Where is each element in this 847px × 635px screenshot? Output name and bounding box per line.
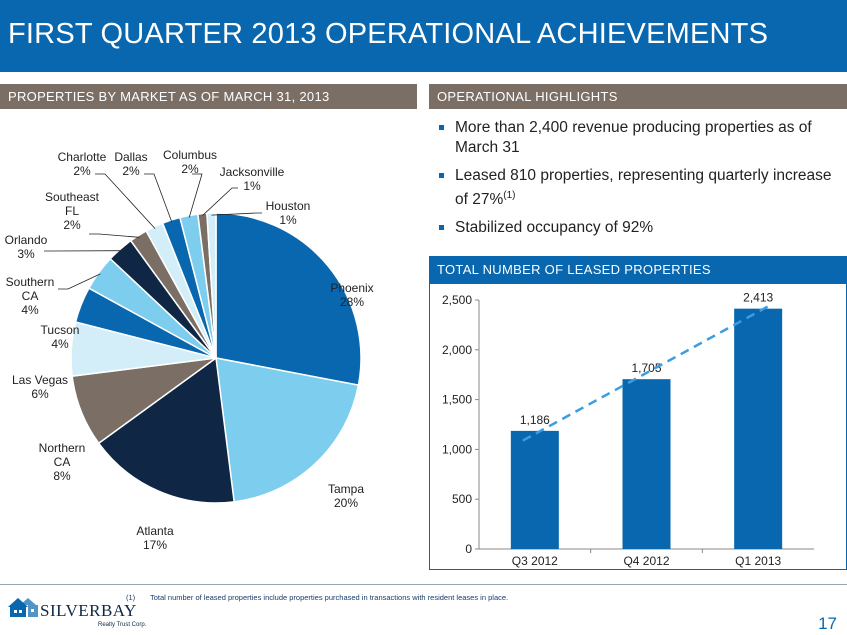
bar-value-label: 1,186 [520,413,550,427]
pie-slice-atlanta [97,356,236,504]
bullet-icon [439,225,444,231]
section-title-leased-properties: TOTAL NUMBER OF LEASED PROPERTIES [429,256,847,283]
leader-line [202,187,238,216]
pie-label-las-vegas: Las Vegas 6% [12,373,68,401]
leader-line [89,233,140,238]
trend-line [522,304,771,442]
highlight-item: More than 2,400 revenue producing proper… [437,118,842,158]
pie-slice-houston [206,212,217,359]
y-tick-label: 500 [452,492,472,506]
highlight-text: Stabilized occupancy of 92% [455,219,654,237]
pie-slice-tampa [215,357,360,503]
leader-line [144,173,173,223]
section-title-operational-highlights: OPERATIONAL HIGHLIGHTS [429,84,847,109]
leader-line [188,173,203,218]
pie-label-tampa: Tampa 20% [328,482,364,510]
bar-q3-2012 [510,430,559,549]
x-tick-label: Q4 2012 [623,554,669,568]
pie-label-houston: Houston 1% [266,199,311,227]
highlight-item: Leased 810 properties, representing quar… [437,166,842,210]
pie-label-jacksonville: Jacksonville 1% [220,165,285,193]
bar-q1-2013 [734,308,783,549]
pie-label-columbus: Columbus 2% [163,148,217,176]
pie-label-southern-ca: Southern CA 4% [6,275,55,317]
logo-subtitle: Realty Trust Corp. [98,622,147,628]
x-tick-label: Q1 2013 [735,554,781,568]
footer-divider [0,584,847,585]
highlight-text: Leased 810 properties, representing quar… [455,167,832,209]
bar-value-label: 1,705 [631,361,661,375]
pie-label-charlotte: Charlotte 2% [58,150,107,178]
highlight-text: More than 2,400 revenue producing proper… [455,119,812,156]
y-tick-label: 1,500 [442,393,472,407]
pie-label-tucson: Tucson 4% [41,323,80,351]
pie-label-dallas: Dallas 2% [114,150,147,178]
footnote-marker: (1) [503,190,516,201]
leader-line [95,173,156,229]
pie-label-orlando: Orlando 3% [5,233,48,261]
pie-label-atlanta: Atlanta 17% [136,524,174,552]
pie-slice-phoenix [215,212,362,387]
footnote-number: (1) [126,593,136,602]
pie-chart: Phoenix 28% Tampa 20% Atlanta 17% Northern CA 8%… [5,148,374,552]
pie-label-phoenix: Phoenix 28% [330,281,373,309]
house-logo-icon [8,598,38,617]
logo-name: SILVERBAY [40,601,137,620]
company-logo: SILVERBAY Realty Trust Corp. [8,598,147,628]
footnote-text: Total number of leased properties includ… [150,593,509,602]
bar-chart: 0 500 1,000 1,500 2,000 2,500 Q3 2012 1,186 Q4 2… [442,291,814,568]
leader-line [58,273,101,290]
bullet-icon [439,125,444,130]
x-tick-label: Q3 2012 [512,554,558,568]
highlight-item: Stabilized occupancy of 92% [437,218,842,238]
pie-label-northern-ca: Northern CA 8% [39,441,86,483]
bullet-icon [439,173,444,178]
highlights-list: More than 2,400 revenue producing proper… [437,118,842,246]
y-tick-label: 1,000 [442,442,472,456]
section-title-properties-by-market: PROPERTIES BY MARKET AS OF MARCH 31, 201… [0,84,417,109]
bar-value-label: 2,413 [743,291,773,305]
page-title: FIRST QUARTER 2013 OPERATIONAL ACHIEVEME… [8,18,769,50]
page-number: 17 [818,614,837,633]
title-bar: FIRST QUARTER 2013 OPERATIONAL ACHIEVEME… [0,0,847,72]
pie-label-southeast-fl: Southeast FL 2% [45,190,100,232]
y-tick-label: 0 [465,542,472,556]
bar-q4-2012 [622,379,671,549]
leader-line [211,212,262,216]
y-tick-label: 2,000 [442,343,472,357]
y-tick-label: 2,500 [442,293,472,307]
